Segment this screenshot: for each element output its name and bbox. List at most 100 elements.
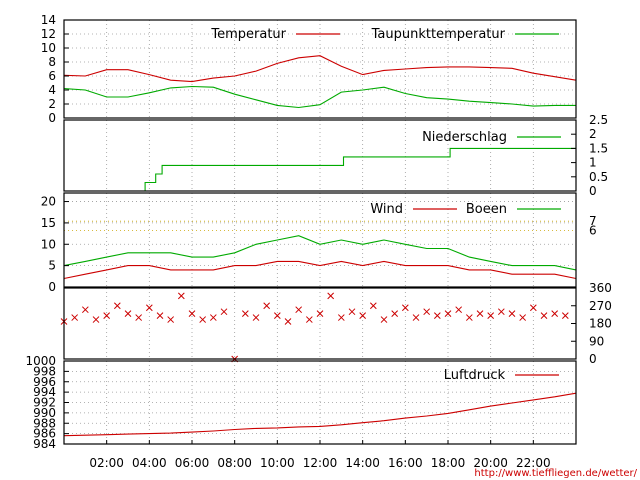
direction-point xyxy=(284,318,292,325)
y-tick-label: 15 xyxy=(41,216,56,230)
direction-point xyxy=(252,314,260,321)
direction-point xyxy=(508,310,516,317)
y-tick-label: 360 xyxy=(589,281,612,295)
direction-point xyxy=(359,312,367,319)
y-tick-label: 0 xyxy=(589,184,597,198)
direction-point xyxy=(327,292,335,300)
y-tick-label: 10 xyxy=(41,41,56,55)
y-tick-label: 0.5 xyxy=(589,170,608,184)
direction-point xyxy=(220,308,228,316)
x-tick-label: 02:00 xyxy=(89,456,124,470)
y-tick-label: 14 xyxy=(41,13,56,27)
y-tick-label: 0 xyxy=(589,352,597,366)
series-line-wind xyxy=(63,260,577,280)
direction-point xyxy=(156,312,164,319)
direction-point xyxy=(209,314,217,321)
y-tick-label: 986 xyxy=(33,427,56,441)
panel-frame xyxy=(63,19,577,119)
y-tick-label: 270 xyxy=(589,299,612,313)
direction-point xyxy=(199,316,207,323)
y-tick-label: 20 xyxy=(41,195,56,209)
direction-point xyxy=(476,310,484,317)
direction-point xyxy=(71,314,79,321)
direction-point xyxy=(519,314,527,321)
direction-point xyxy=(391,310,399,317)
direction-point xyxy=(145,304,153,312)
y-tick-label: 994 xyxy=(33,385,56,399)
x-tick-label: 16:00 xyxy=(388,456,423,470)
y-tick-label: 996 xyxy=(33,375,56,389)
y-tick-label: 0 xyxy=(48,111,56,125)
y-tick-label: 992 xyxy=(33,396,56,410)
right-tick-label: 7 xyxy=(589,214,597,228)
series-line-taupunkttemperatur xyxy=(63,85,576,109)
direction-point xyxy=(305,316,313,323)
direction-point xyxy=(92,316,100,323)
direction-point xyxy=(273,312,281,319)
x-tick-label: 22:00 xyxy=(516,456,551,470)
direction-point xyxy=(529,304,537,312)
direction-point xyxy=(188,310,196,317)
x-tick-label: 10:00 xyxy=(260,456,295,470)
legend-label: Luftdruck xyxy=(444,368,506,383)
direction-point xyxy=(465,314,473,321)
direction-point xyxy=(540,312,548,319)
direction-point xyxy=(487,312,495,319)
series-line-temperatur xyxy=(63,55,577,83)
direction-point xyxy=(551,310,559,317)
y-tick-label: 1 xyxy=(589,156,597,170)
direction-point xyxy=(433,312,441,319)
y-tick-label: 2 xyxy=(48,97,56,111)
direction-point xyxy=(316,310,324,317)
direction-point xyxy=(337,314,345,321)
legend-label: Boeen xyxy=(466,202,507,217)
legend-label: Taupunkttemperatur xyxy=(371,27,506,42)
direction-point xyxy=(135,314,143,321)
y-tick-label: 1000 xyxy=(25,354,56,368)
y-tick-label: 180 xyxy=(589,317,612,331)
y-tick-label: 90 xyxy=(589,334,604,348)
direction-point xyxy=(295,306,303,314)
right-tick-label: 6 xyxy=(589,224,597,238)
series-line-niederschlag xyxy=(64,147,576,192)
y-tick-label: 5 xyxy=(48,259,56,273)
panel-frame xyxy=(63,119,577,192)
x-tick-label: 06:00 xyxy=(175,456,210,470)
y-tick-label: 984 xyxy=(33,437,56,451)
y-tick-label: 0 xyxy=(48,280,56,294)
series-line-boeen xyxy=(63,235,577,271)
direction-point xyxy=(177,292,185,300)
direction-point xyxy=(401,304,409,312)
direction-point xyxy=(167,316,175,323)
direction-point xyxy=(444,310,452,317)
x-tick-label: 04:00 xyxy=(132,456,167,470)
panel-frame xyxy=(63,192,577,288)
legend-label: Temperatur xyxy=(210,27,286,42)
y-tick-label: 988 xyxy=(33,416,56,430)
direction-point xyxy=(412,314,420,321)
y-tick-label: 1.5 xyxy=(589,141,608,155)
direction-point xyxy=(113,302,121,310)
direction-point xyxy=(263,302,271,310)
direction-point xyxy=(561,312,569,319)
x-tick-label: 08:00 xyxy=(217,456,252,470)
direction-point xyxy=(455,306,463,314)
y-tick-label: 2.5 xyxy=(589,113,608,127)
x-tick-label: 14:00 xyxy=(345,456,380,470)
direction-point xyxy=(423,308,431,316)
x-tick-label: 18:00 xyxy=(431,456,466,470)
y-tick-label: 12 xyxy=(41,27,56,41)
direction-point xyxy=(380,316,388,323)
source-url[interactable]: http://www.tieffliegen.de/wetter/ xyxy=(474,468,637,479)
y-tick-label: 2 xyxy=(589,127,597,141)
direction-point xyxy=(81,306,89,314)
x-tick-label: 12:00 xyxy=(303,456,338,470)
direction-point xyxy=(103,312,111,319)
y-tick-label: 998 xyxy=(33,364,56,378)
direction-point xyxy=(241,310,249,317)
y-tick-label: 8 xyxy=(48,55,56,69)
y-tick-label: 4 xyxy=(48,83,56,97)
direction-point xyxy=(348,308,356,316)
y-tick-label: 10 xyxy=(41,237,56,251)
